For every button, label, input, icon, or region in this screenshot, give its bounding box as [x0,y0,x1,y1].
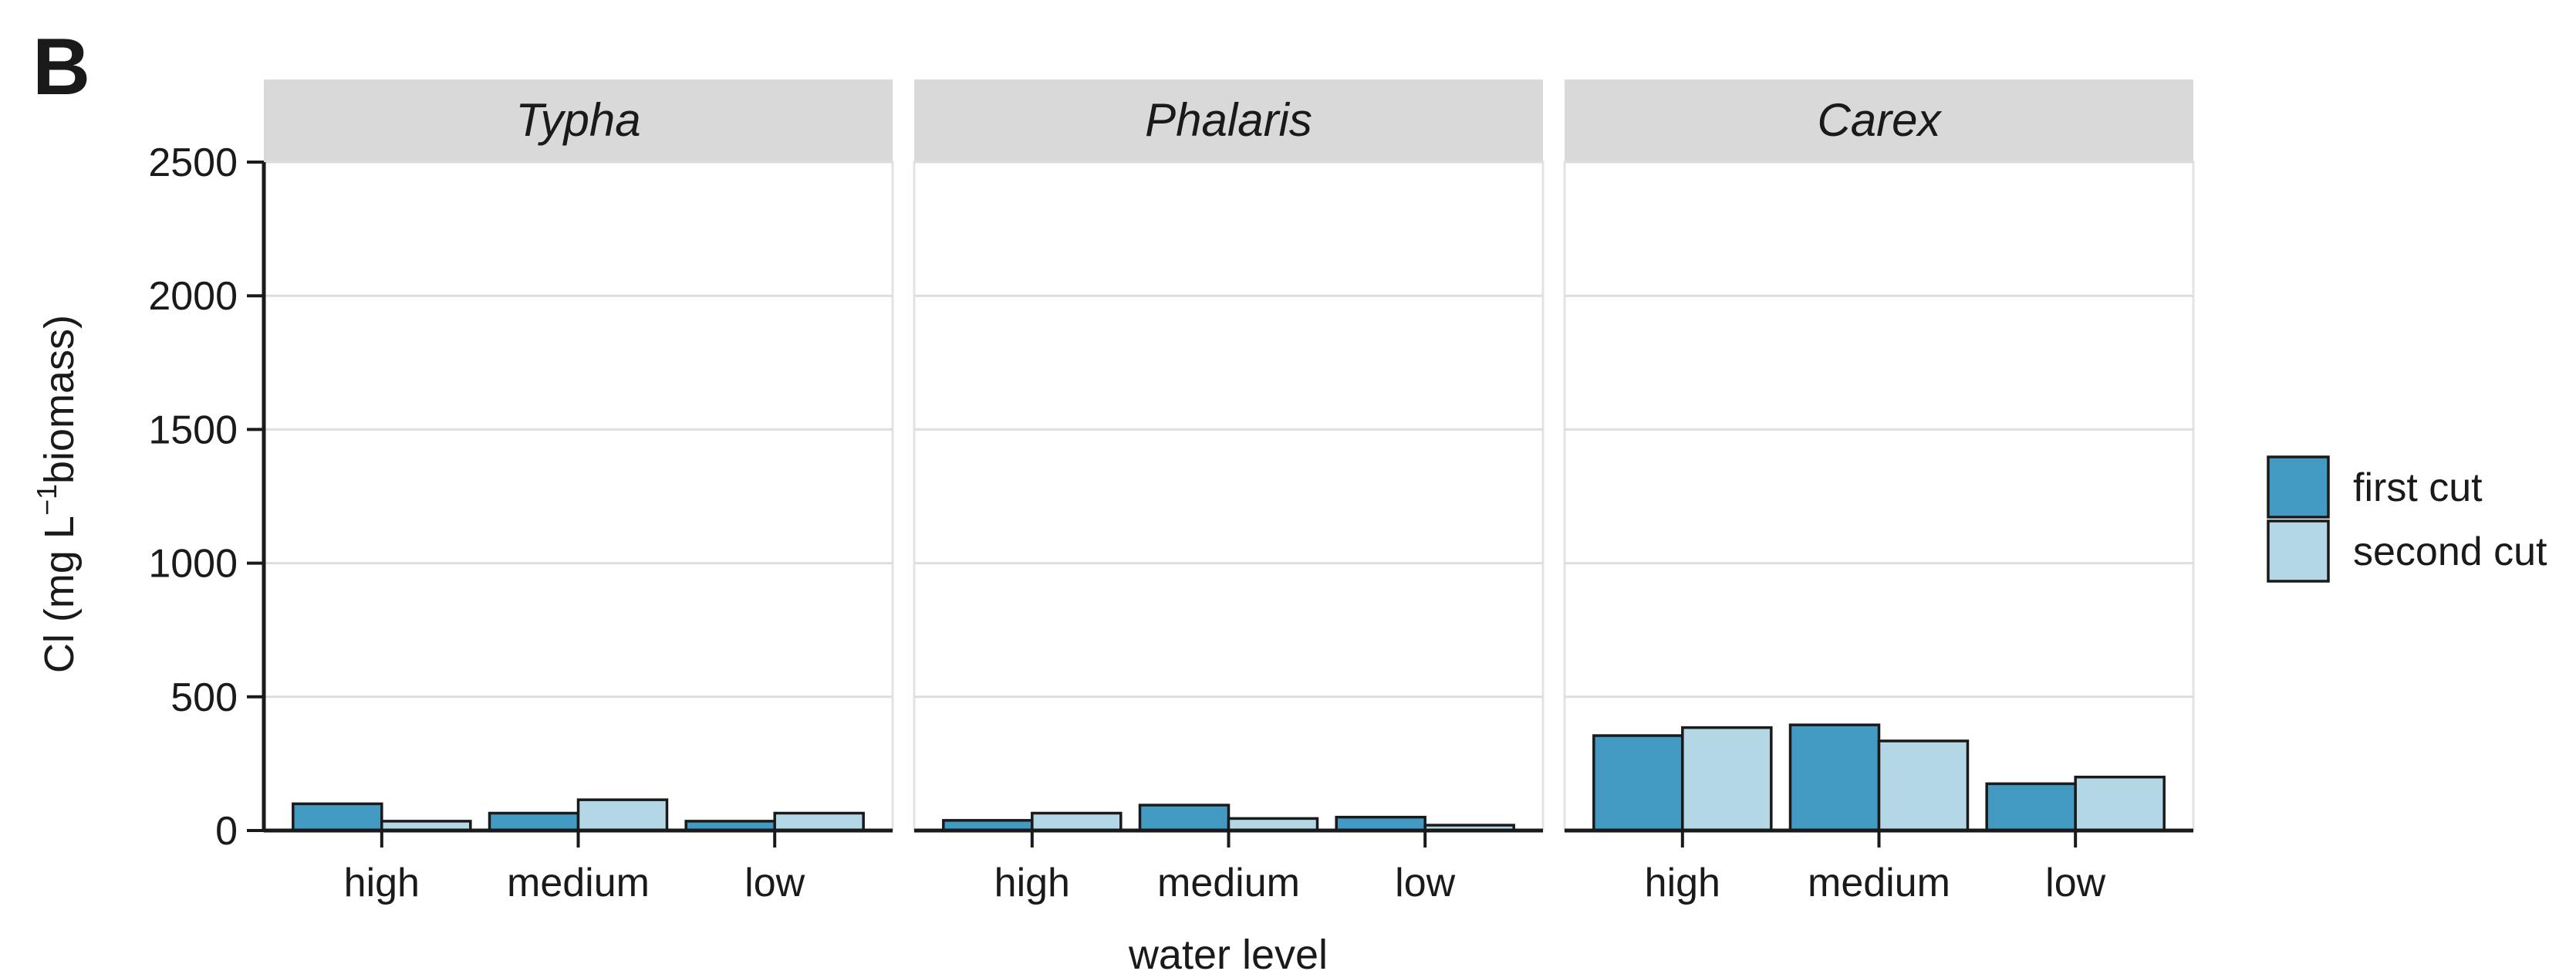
x-tick-label: medium [1808,861,1950,905]
facet-title: Phalaris [1145,94,1312,146]
facet-panel-phalaris: Phalaris high medium low [913,80,1545,905]
bar-carex-medium-second-cut [1877,739,1970,832]
x-tick-label: high [994,861,1070,905]
y-tick-label: 1500 [148,408,238,452]
bar-typha-medium-first-cut [488,811,580,832]
facet-strip [264,80,893,162]
legend-label-first-cut: first cut [2353,465,2483,510]
x-tick-label: high [344,861,420,905]
y-axis-title: Cl (mg L−1biomass) [31,315,83,673]
x-tick-label: low [1395,861,1455,905]
bar-typha-medium-second-cut [576,798,669,832]
legend-swatch-first-cut [2267,455,2330,519]
panel-label: B [32,22,90,112]
bar-carex-high-second-cut [1681,726,1773,832]
x-tick-label: medium [507,861,650,905]
bar-carex-low-second-cut [2074,775,2166,832]
y-axis-title-superscript: −1 [31,484,62,516]
y-axis-title-suffix: biomass) [36,315,83,484]
bar-carex-medium-first-cut [1788,723,1881,832]
y-tick-label: 2500 [148,140,238,185]
bar-phalaris-high-second-cut [1031,811,1123,832]
y-tick-label: 0 [215,809,238,854]
facet-panel-typha: Typha high medium low [262,80,894,905]
legend: first cut second cut [2267,455,2547,583]
x-tick-label: high [1645,861,1720,905]
y-axis-title-prefix: Cl (mg L [36,516,83,673]
bar-phalaris-low-first-cut [1335,815,1426,832]
facet-panel-carex: Carex high medium low [1563,80,2195,905]
bar-typha-high-first-cut [292,802,383,832]
x-tick-label: medium [1157,861,1300,905]
y-tick-label: 2000 [148,274,238,319]
facet-title: Carex [1817,94,1942,146]
x-axis-title: water level [1128,932,1328,971]
bar-phalaris-medium-first-cut [1138,804,1231,832]
bar-carex-high-first-cut [1592,734,1684,832]
y-axis: 0 500 1000 1500 2000 2500 [148,140,266,854]
legend-swatch-second-cut [2267,519,2330,583]
panel-border [913,161,1545,832]
facet-title: Typha [515,94,640,146]
facet-strip [914,80,1543,162]
legend-label-second-cut: second cut [2353,529,2547,574]
bar-carex-low-first-cut [1985,782,2077,832]
x-tick-label: low [2045,861,2105,905]
facet-strip [1565,80,2193,162]
x-tick-label: low [744,861,805,905]
panel-border [262,161,894,832]
y-tick-label: 1000 [148,542,238,587]
bar-typha-low-second-cut [773,811,865,832]
y-tick-label: 500 [170,675,238,720]
